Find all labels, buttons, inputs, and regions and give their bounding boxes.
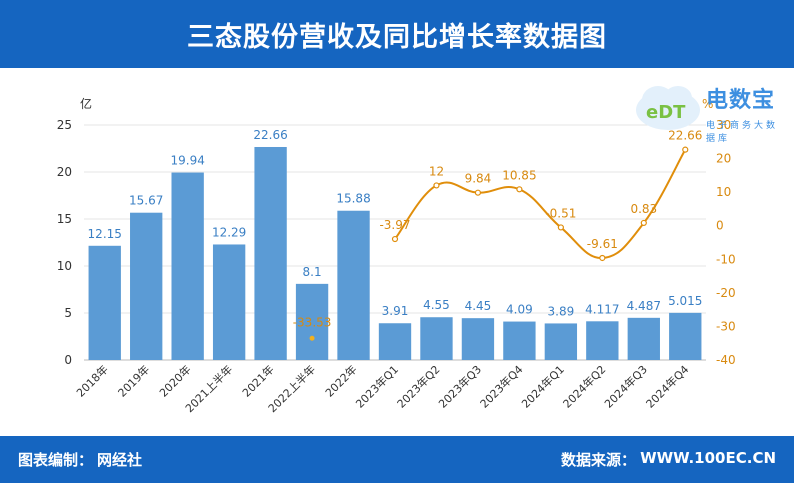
bar [669,312,702,360]
y-left-axis-label: 亿 [80,96,92,111]
y-right-tick-label: 0 [716,219,724,233]
bar-value-label: 3.89 [548,304,575,318]
source-value: WWW.100EC.CN [640,449,776,467]
bar-value-label: 15.67 [129,194,163,208]
y-right-tick-label: 10 [716,185,731,199]
bar [420,317,453,360]
bar [254,146,287,360]
bar-value-label: 4.487 [627,299,661,313]
bar-value-label: 19.94 [170,154,204,168]
x-tick-label: 2024年Q2 [560,362,609,411]
logo: eDT 电数宝 电子商务大数据库 [628,74,788,144]
growth-rate-point [474,189,482,196]
cloud-logo-icon: eDT [636,86,700,130]
bar [212,244,246,360]
growth-rate-point [309,335,315,341]
credit-value: 网经社 [97,451,143,469]
chart-title: 三态股份营收及同比增长率数据图 [187,21,607,53]
y-left-tick-label: 0 [64,353,72,367]
logo-mark: eDT [646,102,686,123]
growth-rate-label: -33.53 [293,315,332,329]
bar-value-label: 4.45 [465,299,492,313]
y-left-tick-label: 5 [64,306,72,320]
bar [88,245,121,360]
bar [130,212,163,360]
growth-rate-point [599,254,606,262]
y-right-tick-label: -20 [716,286,736,300]
logo-brand: 电数宝 [706,88,776,113]
bar-value-label: 3.91 [382,304,409,318]
bar [503,321,536,360]
growth-rate-point [557,224,564,231]
y-right-axis-label: % [702,97,713,111]
x-tick-label: 2024年Q3 [601,362,650,411]
y-left-tick-label: 20 [57,165,72,179]
x-tick-label: 2023年Q1 [353,362,402,411]
y-right-tick-label: 30 [716,118,731,132]
bar [461,318,495,360]
y-left-tick-label: 25 [57,118,72,132]
bar [378,323,412,360]
bar-value-label: 15.88 [336,192,370,206]
bar-value-label: 12.29 [212,225,246,239]
bar-value-label: 4.55 [423,298,450,312]
bar [295,283,329,360]
x-tick-label: 2023年Q3 [436,362,485,411]
bar-value-label: 4.117 [585,302,619,316]
y-left-tick-label: 10 [57,259,72,273]
x-tick-label: 2023年Q4 [477,362,526,411]
header-bar: 三态股份营收及同比增长率数据图 [0,0,794,68]
x-tick-label: 2019年 [115,362,152,399]
source-label: 数据来源： [561,451,637,469]
growth-rate-point [682,146,689,153]
bar [337,210,370,360]
y-right-tick-label: -10 [716,252,736,266]
x-tick-label: 2021年 [239,362,276,399]
bar [586,321,619,360]
y-left-tick-label: 15 [57,212,72,226]
bar-value-label: 8.1 [303,265,322,279]
bar-value-label: 22.66 [253,128,287,142]
y-right-tick-label: -40 [716,353,736,367]
bar [627,317,660,360]
growth-rate-label: 22.66 [668,129,702,143]
footer-source: 数据来源： WWW.100EC.CN [561,449,776,470]
bar [544,323,578,360]
growth-rate-label: -3.97 [379,218,410,232]
x-tick-label: 2022年 [322,362,359,399]
growth-rate-point [516,186,523,193]
y-right-tick-label: 20 [716,152,731,166]
growth-rate-label: 12 [429,164,444,178]
growth-rate-label: -0.51 [545,206,576,220]
growth-rate-label: 0.83 [630,202,657,216]
growth-rate-label: -9.61 [587,237,618,251]
y-right-tick-label: -30 [716,319,736,333]
x-tick-label: 2024年Q1 [518,362,567,411]
growth-rate-label: 9.84 [465,172,492,186]
x-tick-label: 2018年 [73,362,110,399]
growth-rate-label: 10.85 [502,168,536,182]
growth-rate-point [640,219,647,227]
bar-value-label: 5.015 [668,294,702,308]
x-tick-label: 2023年Q2 [394,362,443,411]
x-tick-label: 2020年 [156,362,193,399]
x-tick-label: 2024年Q4 [643,362,692,411]
growth-rate-point [391,235,399,243]
bar-value-label: 4.09 [506,303,533,317]
growth-rate-point [433,182,440,189]
footer-credit: 图表编制： 网经社 [18,449,142,470]
credit-label: 图表编制： [18,451,94,469]
footer-bar: 图表编制： 网经社 数据来源： WWW.100EC.CN [0,436,794,483]
bar [171,172,204,360]
bar-value-label: 12.15 [88,227,122,241]
chart-area: 0 5 10 15 20 25 亿 -40 -30 -20 -10 0 10 20 30% 12.15 15.6… [57,96,736,415]
logo-subtitle: 电子商务大数据库 [706,121,779,144]
